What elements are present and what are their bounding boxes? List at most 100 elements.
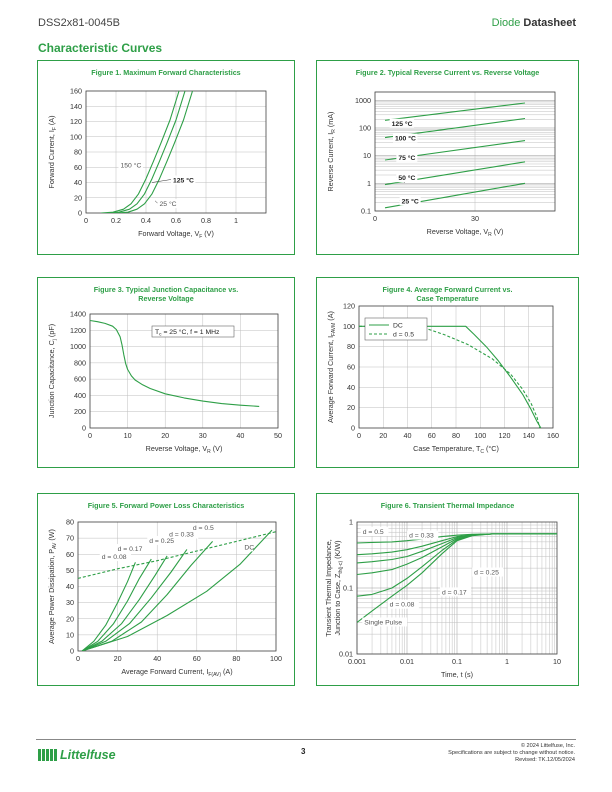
series-annotation: 50 °C: [398, 174, 415, 182]
series-annotation: d = 0.33: [169, 532, 194, 539]
y-axis-label: Reverse Current, IR (mA): [326, 112, 337, 192]
annotation-bg: [396, 173, 418, 183]
y-tick-label: 100: [359, 123, 371, 132]
x-tick-label: 0: [88, 431, 92, 440]
y-tick-label: 70: [66, 534, 74, 543]
annotation-leader: [151, 179, 172, 183]
x-tick-label: 100: [474, 431, 486, 440]
y-tick-label: 60: [66, 550, 74, 559]
figure-title-line2: Case Temperature: [416, 294, 479, 303]
y-tick-label: 1200: [70, 326, 86, 335]
series-annotation: 100 °C: [395, 135, 416, 143]
x-tick-label: 40: [404, 431, 412, 440]
y-tick-label: 100: [70, 132, 82, 141]
x-tick-label: 0.2: [111, 216, 121, 225]
annotation-bg: [387, 599, 419, 609]
annotation-bg: [118, 160, 143, 170]
y-tick-label: 80: [347, 342, 355, 351]
y-tick-label: 0.1: [343, 584, 353, 593]
y-tick-label: 10: [363, 151, 371, 160]
series-line: [90, 319, 260, 407]
figure-5-panel: Figure 5. Forward Power Loss Characteris…: [37, 493, 295, 686]
series-line: [81, 529, 273, 651]
y-tick-label: 40: [347, 383, 355, 392]
figure-4-panel: Figure 4. Average Forward Current vs. Cas…: [316, 277, 579, 468]
y-tick-label: 1400: [70, 310, 86, 319]
x-tick-label: 30: [199, 431, 207, 440]
footer-notice: Specifications are subject to change wit…: [448, 750, 575, 756]
series-line: [81, 555, 168, 651]
x-tick-label: 160: [547, 431, 559, 440]
doc-type-prefix: Diode: [491, 17, 524, 29]
x-tick-label: 0: [373, 214, 377, 223]
annotation-bg: [472, 567, 504, 577]
annotation-bg: [115, 544, 147, 554]
annotation-bg: [99, 552, 131, 562]
y-tick-label: 1000: [355, 96, 371, 105]
chart-svg: 0 20 40 60 80 100 120 140 160020406080100120Case…: [326, 302, 559, 456]
series-line: [81, 558, 152, 651]
y-tick-label: 60: [74, 163, 82, 172]
series-line: [115, 91, 194, 213]
y-tick-label: 40: [66, 582, 74, 591]
y-axis-label: Forward Current, IF (A): [47, 116, 58, 189]
doc-type-bold: Datasheet: [523, 17, 576, 29]
littelfuse-logo-icon: [38, 749, 57, 761]
annotation-bg: [362, 617, 408, 627]
x-tick-label: 1: [505, 657, 509, 666]
y-tick-label: 60: [347, 363, 355, 372]
footer-divider: [36, 739, 576, 740]
series-line: [78, 531, 276, 579]
annotation-leader: [154, 200, 158, 204]
y-axis-label: Transient Thermal Impedance,: [324, 539, 333, 636]
series-line: [359, 325, 542, 428]
y-tick-label: 0: [82, 424, 86, 433]
legend-label: DC: [393, 323, 403, 330]
x-tick-label: 0.6: [171, 216, 181, 225]
y-axis-label: Average Power Dissipation, PAV (W): [47, 529, 58, 644]
annotation-bg: [439, 587, 472, 597]
grid: [374, 91, 555, 212]
y-tick-label: 0: [78, 209, 82, 218]
x-axis-label: Time, t (s): [441, 670, 473, 679]
y-tick-label: 30: [66, 598, 74, 607]
series-annotation: d = 0.25: [149, 538, 174, 545]
x-tick-label: 0: [84, 216, 88, 225]
y-tick-label: 20: [74, 193, 82, 202]
x-tick-label: 80: [452, 431, 460, 440]
condition-text: Tc = 25 °C, f = 1 MHz: [155, 328, 220, 338]
y-tick-label: 200: [74, 407, 86, 416]
y-tick-label: 40: [74, 178, 82, 187]
x-axis-label: Average Forward Current, IF(AV) (A): [121, 667, 232, 678]
y-tick-label: 800: [74, 358, 86, 367]
y-tick-label: 0: [351, 424, 355, 433]
series-line: [357, 533, 557, 623]
plot-frame: [85, 90, 267, 214]
annotation-bg: [360, 526, 389, 536]
chart-svg: 0 30 0.1 1 10 100 1000 Reverse Voltage, VR (V) R…: [326, 91, 556, 238]
annotation-bg: [167, 529, 199, 539]
plot-frame: [358, 305, 554, 429]
series-annotation: Single Pulse: [364, 619, 402, 626]
series-annotation: 125 °C: [173, 177, 194, 185]
document-type: Diode Datasheet: [492, 17, 576, 29]
annotation-bg: [407, 530, 439, 540]
x-axis-label: Reverse Voltage, VR (V): [146, 444, 223, 455]
y-tick-label: 100: [343, 322, 355, 331]
x-tick-label: 0.4: [141, 216, 151, 225]
x-tick-label: 20: [379, 431, 387, 440]
y-tick-label: 160: [70, 87, 82, 96]
x-tick-label: 0.1: [452, 657, 462, 666]
annotation-bg: [393, 133, 418, 143]
annotation-bg: [389, 118, 415, 128]
x-tick-label: 30: [471, 214, 479, 223]
chart-svg: 0 10 20 30 40 50 0 200 400 600 800 1000 1200 1400 Reve…: [47, 310, 282, 456]
part-number: DSS2x81-0045B: [38, 17, 120, 29]
y-tick-label: 600: [74, 375, 86, 384]
annotation-bg: [171, 175, 196, 185]
figure-title: Figure 2. Typical Reverse Current vs. Re…: [355, 68, 540, 77]
x-tick-label: 0.001: [348, 657, 366, 666]
x-tick-label: 0: [76, 654, 80, 663]
